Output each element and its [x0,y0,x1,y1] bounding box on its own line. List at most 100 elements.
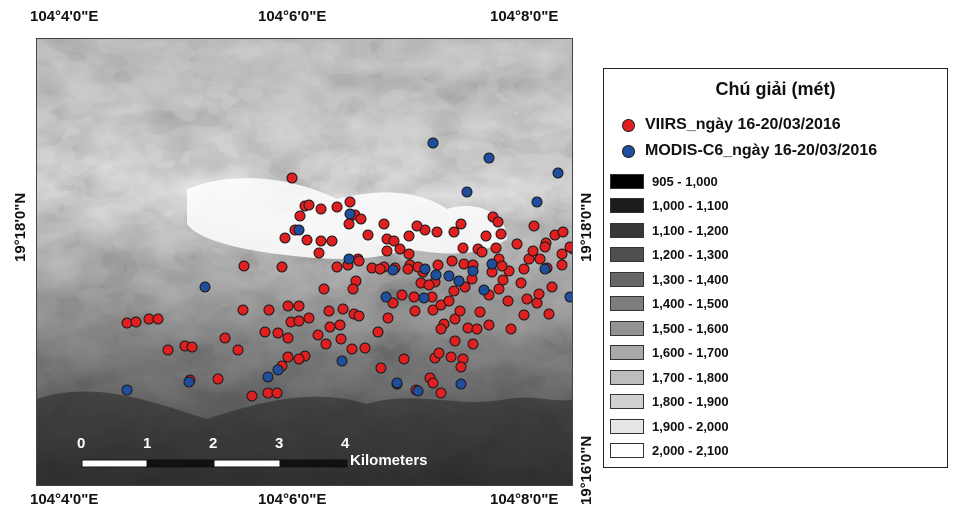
low-elevation-area [37,391,572,485]
viirs-fire-point [121,317,133,329]
viirs-fire-point [362,229,374,241]
legend-class-item: 1,900 - 2,000 [610,417,729,435]
viirs-fire-point [480,230,492,242]
modis-fire-point [418,292,430,304]
top-lon-label: 104°4'0"E [30,8,99,25]
legend-class-swatch [610,198,644,213]
scale-segment [279,459,348,468]
modis-fire-point [455,378,467,390]
legend-class-swatch [610,222,644,238]
modis-fire-point [552,167,564,179]
modis-fire-point [461,186,473,198]
legend-class-swatch [610,271,644,287]
modis-fire-point [453,275,465,287]
viirs-fire-point [556,259,568,271]
viirs-fire-point [409,305,421,317]
viirs-fire-point [130,316,142,328]
modis-fire-point [478,284,490,296]
viirs-fire-point [454,305,466,317]
modis-fire-point [387,264,399,276]
legend-point-modis: MODIS-C6_ngày 16-20/03/2016 [622,141,877,161]
legend-class-item: 1,800 - 1,900 [610,393,729,411]
modis-fire-point [539,263,551,275]
viirs-fire-point [293,353,305,365]
modis-fire-point [272,364,284,376]
viirs-fire-point [387,297,399,309]
viirs-fire-point [557,226,569,238]
viirs-fire-point [495,228,507,240]
legend-point-viirs: VIIRS_ngày 16-20/03/2016 [622,115,841,135]
viirs-fire-point [282,332,294,344]
viirs-fire-point [455,218,467,230]
viirs-fire-point [408,291,420,303]
modis-fire-point [419,263,431,275]
viirs-fire-point [372,326,384,338]
viirs-fire-point [374,263,386,275]
bottom-lon-label: 104°8'0"E [490,491,559,508]
viirs-fire-point [476,246,488,258]
viirs-fire-point [334,319,346,331]
scale-segment [146,459,215,468]
viirs-fire-point [282,300,294,312]
legend-class-item: 1,400 - 1,500 [610,295,729,313]
scale-tick-label: 4 [341,435,350,452]
viirs-fire-point [152,313,164,325]
viirs-fire-point [521,293,533,305]
legend-class-swatch [610,394,644,409]
viirs-fire-point [457,242,469,254]
viirs-fire-point [448,285,460,297]
viirs-fire-point [398,353,410,365]
modis-fire-point [293,224,305,236]
viirs-fire-point [279,232,291,244]
viirs-fire-point [556,248,568,260]
legend-class-swatch [610,173,644,189]
viirs-fire-point [527,245,539,257]
modis-fire-point [336,355,348,367]
viirs-fire-point [490,242,502,254]
fire-points [121,137,572,402]
viirs-fire-point [515,277,527,289]
viirs-fire-point [492,216,504,228]
viirs-fire-point [271,387,283,399]
bottom-lon-label: 104°4'0"E [30,491,99,508]
viirs-fire-point [318,283,330,295]
scale-segment [213,459,281,468]
viirs-fire-point [353,255,365,267]
legend-class-item: 1,600 - 1,700 [610,344,729,362]
viirs-fire-point [246,390,258,402]
legend-point-label: MODIS-C6_ngày 16-20/03/2016 [645,142,878,159]
viirs-fire-point [303,199,315,211]
viirs-fire-point [394,243,406,255]
modis-fire-point [262,371,274,383]
viirs-fire-point [496,260,508,272]
viirs-fire-point [502,295,514,307]
viirs-fire-point [449,335,461,347]
viirs-fire-point [462,322,474,334]
legend-class-label: 905 - 1,000 [652,173,718,189]
viirs-fire-point [427,377,439,389]
viirs-fire-point [518,309,530,321]
elevation-map-canvas [37,39,572,485]
viirs-fire-point [312,329,324,341]
viirs-fire-point [238,260,250,272]
viirs-fire-point [331,201,343,213]
viirs-fire-point [435,323,447,335]
viirs-fire-point [303,312,315,324]
viirs-fire-point [347,283,359,295]
modis-fire-point [121,384,133,396]
legend-class-swatch [610,345,644,360]
viirs-fire-point [381,245,393,257]
viirs-fire-point [331,261,343,273]
modis-fire-point [430,269,442,281]
viirs-fire-point [335,333,347,345]
viirs-fire-point [324,321,336,333]
modis-fire-point [343,253,355,265]
viirs-fire-point [382,312,394,324]
viirs-fire-point [282,351,294,363]
legend-class-label: 2,000 - 2,100 [652,443,729,458]
legend-point-label: VIIRS_ngày 16-20/03/2016 [645,116,841,133]
legend-class-label: 1,300 - 1,400 [652,271,729,287]
modis-fire-point [564,291,572,303]
viirs-fire-point [518,263,530,275]
viirs-fire-point [396,289,408,301]
